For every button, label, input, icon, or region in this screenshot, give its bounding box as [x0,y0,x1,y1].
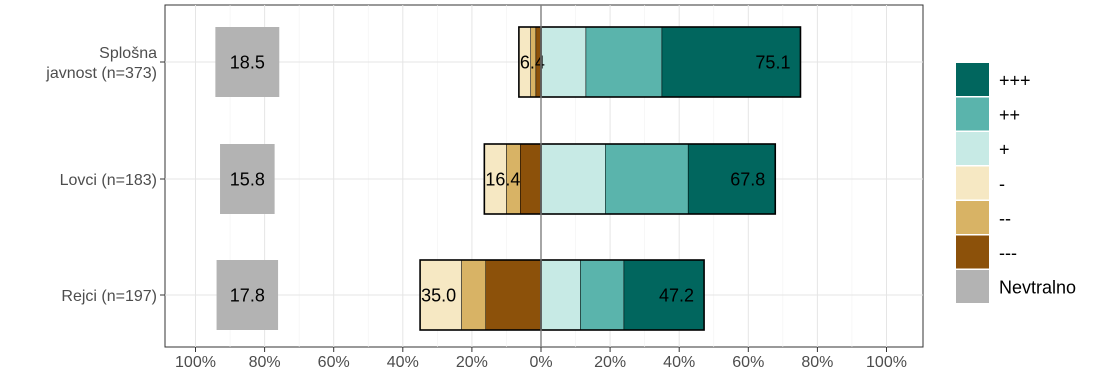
legend: ++++++------Nevtralno [956,63,1076,303]
negative-segment [485,259,542,331]
bars: 18.5 6.4 75.1 15.8 16.4 67.8 17.8 35.0 47.2 [215,26,802,331]
legend-label: --- [999,243,1017,263]
y-tick-label: Rejci (n=197) [61,288,157,305]
negative-total-label: 16.4 [485,170,520,190]
positive-segment [585,26,663,98]
positive-total-label: 47.2 [659,286,694,306]
x-tick-label: 20% [456,354,488,371]
y-tick-label: Splošna javnost (n=373) [45,45,157,82]
legend-swatch [956,270,989,303]
positive-segment [540,26,587,98]
legend-label: +++ [999,71,1031,91]
neutral-bar [216,260,279,330]
legend-swatch [956,235,989,269]
legend-label: - [999,174,1005,194]
x-tick-label: 0% [529,354,552,371]
legend-swatch [956,63,989,96]
positive-total-label: 67.8 [730,170,765,190]
legend-label: + [999,140,1010,160]
legend-label: Nevtralno [999,278,1076,298]
positive-segment [540,259,581,331]
legend-swatch [956,132,989,165]
positive-segment [580,259,625,331]
x-tick-label: 100% [175,354,216,371]
negative-segment [419,259,462,331]
legend-swatch [956,166,989,200]
x-tick-label: 60% [318,354,350,371]
x-tick-label: 80% [801,354,833,371]
x-tick-label: 80% [249,354,281,371]
y-tick-label: Lovci (n=183) [60,172,157,189]
x-tick-label: 40% [387,354,419,371]
x-tick-label: 100% [866,354,907,371]
positive-segment [540,143,606,215]
positive-segment [605,143,689,215]
neutral-bar [215,27,280,97]
legend-swatch [956,201,989,234]
legend-label: ++ [999,105,1020,125]
negative-total-label: 35.0 [421,286,456,306]
neutral-data-label: 17.8 [230,286,265,306]
legend-swatch [956,97,989,131]
neutral-data-label: 15.8 [230,170,265,190]
x-tick-label: 20% [594,354,626,371]
legend-label: -- [999,209,1011,229]
neutral-bar [220,144,275,214]
negative-segment [520,143,542,215]
positive-total-label: 75.1 [755,53,790,73]
x-tick-label: 40% [663,354,695,371]
negative-segment [461,259,486,331]
neutral-data-label: 18.5 [230,53,265,73]
axes: 100% 80% 60% 40% 20% 0% 20% 40% 60% 80% 100% Splošn… [45,5,907,371]
negative-total-label: 6.4 [520,53,545,73]
x-tick-label: 60% [732,354,764,371]
